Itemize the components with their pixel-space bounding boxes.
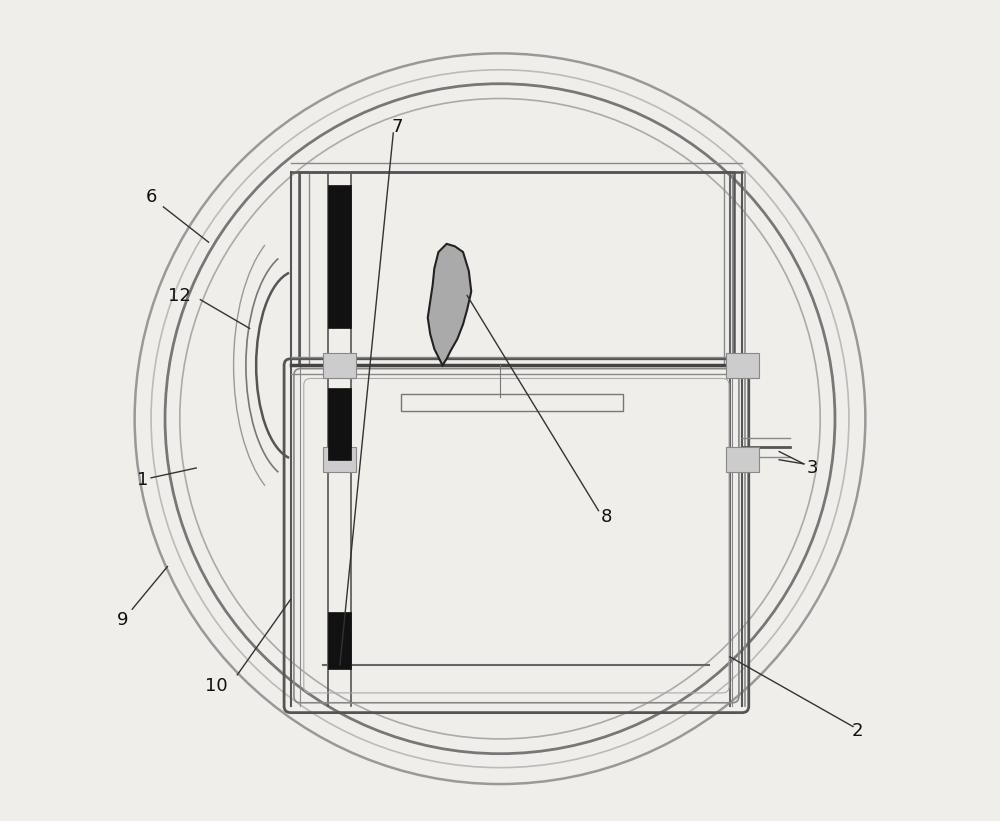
Text: 9: 9 [117, 611, 128, 629]
Text: 7: 7 [392, 118, 403, 136]
Text: 2: 2 [851, 722, 863, 740]
Bar [328, 185, 351, 328]
Bar [323, 353, 356, 378]
Polygon shape [428, 244, 471, 365]
Text: 3: 3 [806, 459, 818, 477]
Text: 8: 8 [601, 508, 612, 526]
Bar [726, 353, 759, 378]
Bar [328, 612, 351, 669]
Bar [323, 447, 356, 472]
Bar [401, 394, 623, 410]
Text: 6: 6 [145, 188, 157, 206]
Bar [328, 388, 351, 460]
Bar [309, 172, 724, 365]
Bar [299, 172, 734, 365]
Text: 12: 12 [168, 287, 191, 305]
Text: 10: 10 [205, 677, 228, 695]
Bar [726, 447, 759, 472]
Text: 1: 1 [137, 471, 149, 489]
